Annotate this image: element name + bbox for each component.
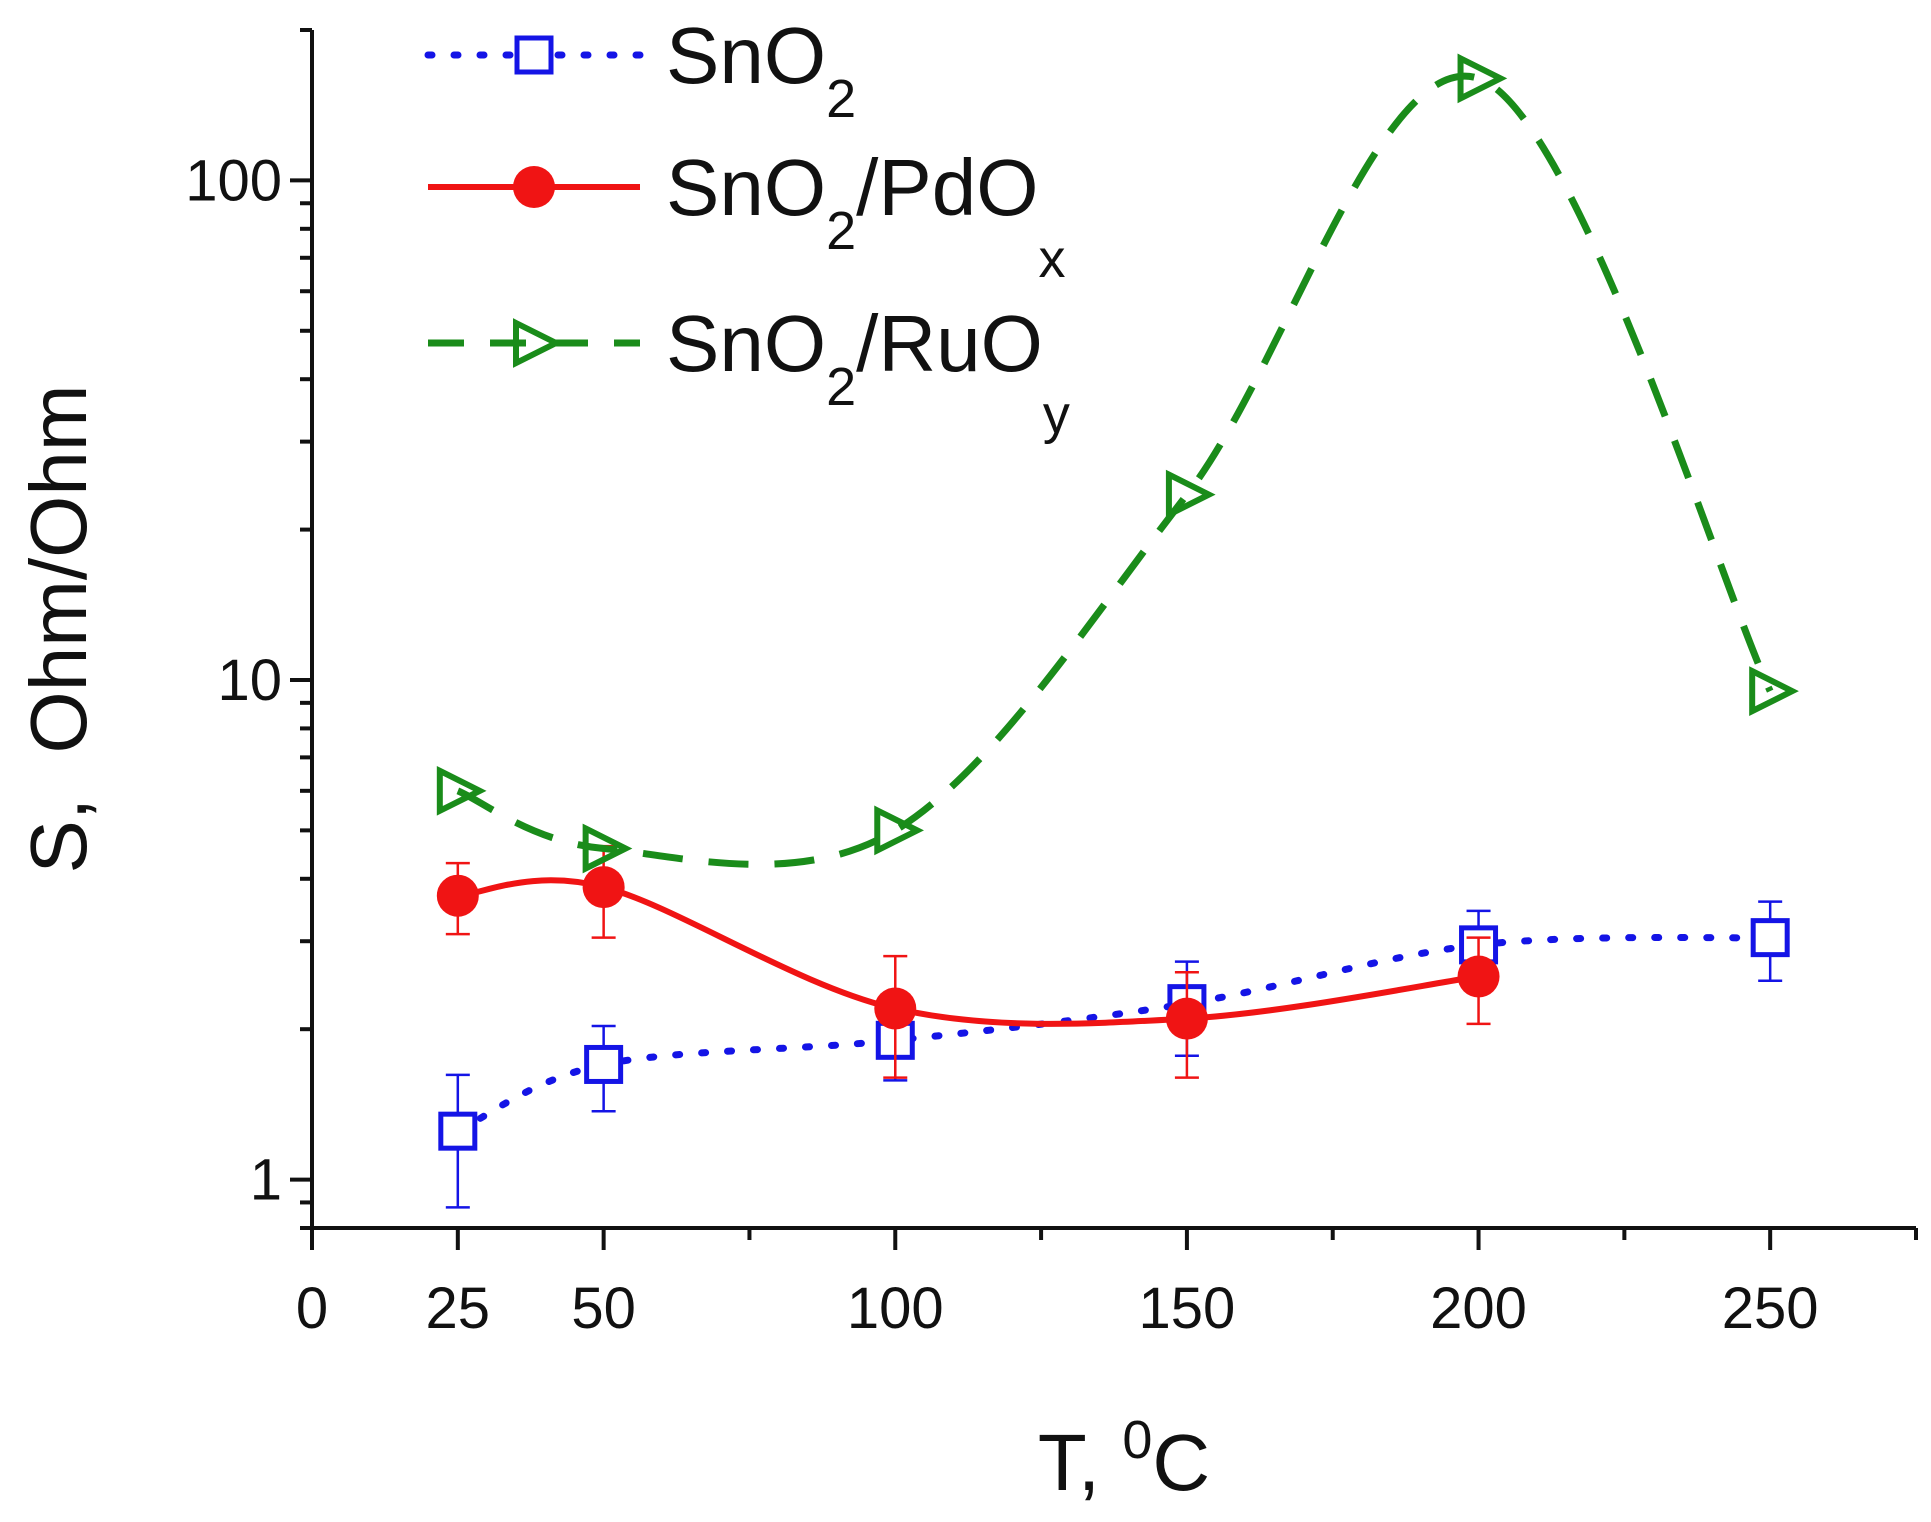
data-point <box>436 874 479 917</box>
axes: 0 25 50 100 150 200 250 1 10 100 <box>185 28 1918 1341</box>
y-tick-label: 100 <box>185 148 282 213</box>
data-point <box>584 1044 624 1084</box>
x-tick-label: 150 <box>1139 1276 1236 1341</box>
x-tick-label: 25 <box>426 1276 491 1341</box>
legend-entry-0: SnO2 <box>424 11 856 129</box>
axis-titles: S, Ohm/Ohm T, 0C <box>14 385 1210 1507</box>
legend-entry-1: SnO2/PdOx <box>428 143 1065 289</box>
legend-label: SnO2 <box>666 11 856 129</box>
data-point <box>436 765 487 816</box>
data-point <box>582 866 625 909</box>
x-tick-label: 50 <box>571 1276 636 1341</box>
x-tick-label: 200 <box>1430 1276 1527 1341</box>
x-axis-title: T, 0C <box>1038 1410 1210 1507</box>
y-tick-label: 10 <box>217 648 282 713</box>
series-2 <box>436 53 1799 874</box>
data-point <box>1749 666 1799 716</box>
data-point <box>1165 997 1208 1040</box>
data-point <box>1457 53 1508 104</box>
series-1 <box>436 844 1500 1079</box>
data-point <box>1457 955 1500 998</box>
y-tick-label: 1 <box>250 1148 282 1213</box>
y-axis-title: S, Ohm/Ohm <box>14 385 103 874</box>
data-point <box>1750 918 1790 958</box>
series-line <box>456 72 1774 868</box>
legend-marker <box>514 35 554 75</box>
data-point <box>874 987 917 1030</box>
legend-entry-2: SnO2/RuOy <box>428 299 1070 445</box>
x-tick-label: 250 <box>1722 1276 1819 1341</box>
legend-marker <box>513 318 563 368</box>
plot-area <box>436 53 1799 1209</box>
data-point <box>582 823 633 874</box>
series-0 <box>438 900 1790 1209</box>
data-point <box>1165 469 1216 520</box>
series-line <box>457 877 1479 1027</box>
x-tick-label: 0 <box>296 1276 328 1341</box>
legend-label: SnO2/RuOy <box>666 299 1070 445</box>
x-tick-label: 100 <box>847 1276 944 1341</box>
data-point <box>438 1111 478 1151</box>
legend-marker <box>513 166 555 208</box>
series-line <box>454 934 1774 1135</box>
legend-label: SnO2/PdOx <box>666 143 1065 289</box>
data-point <box>874 805 924 856</box>
